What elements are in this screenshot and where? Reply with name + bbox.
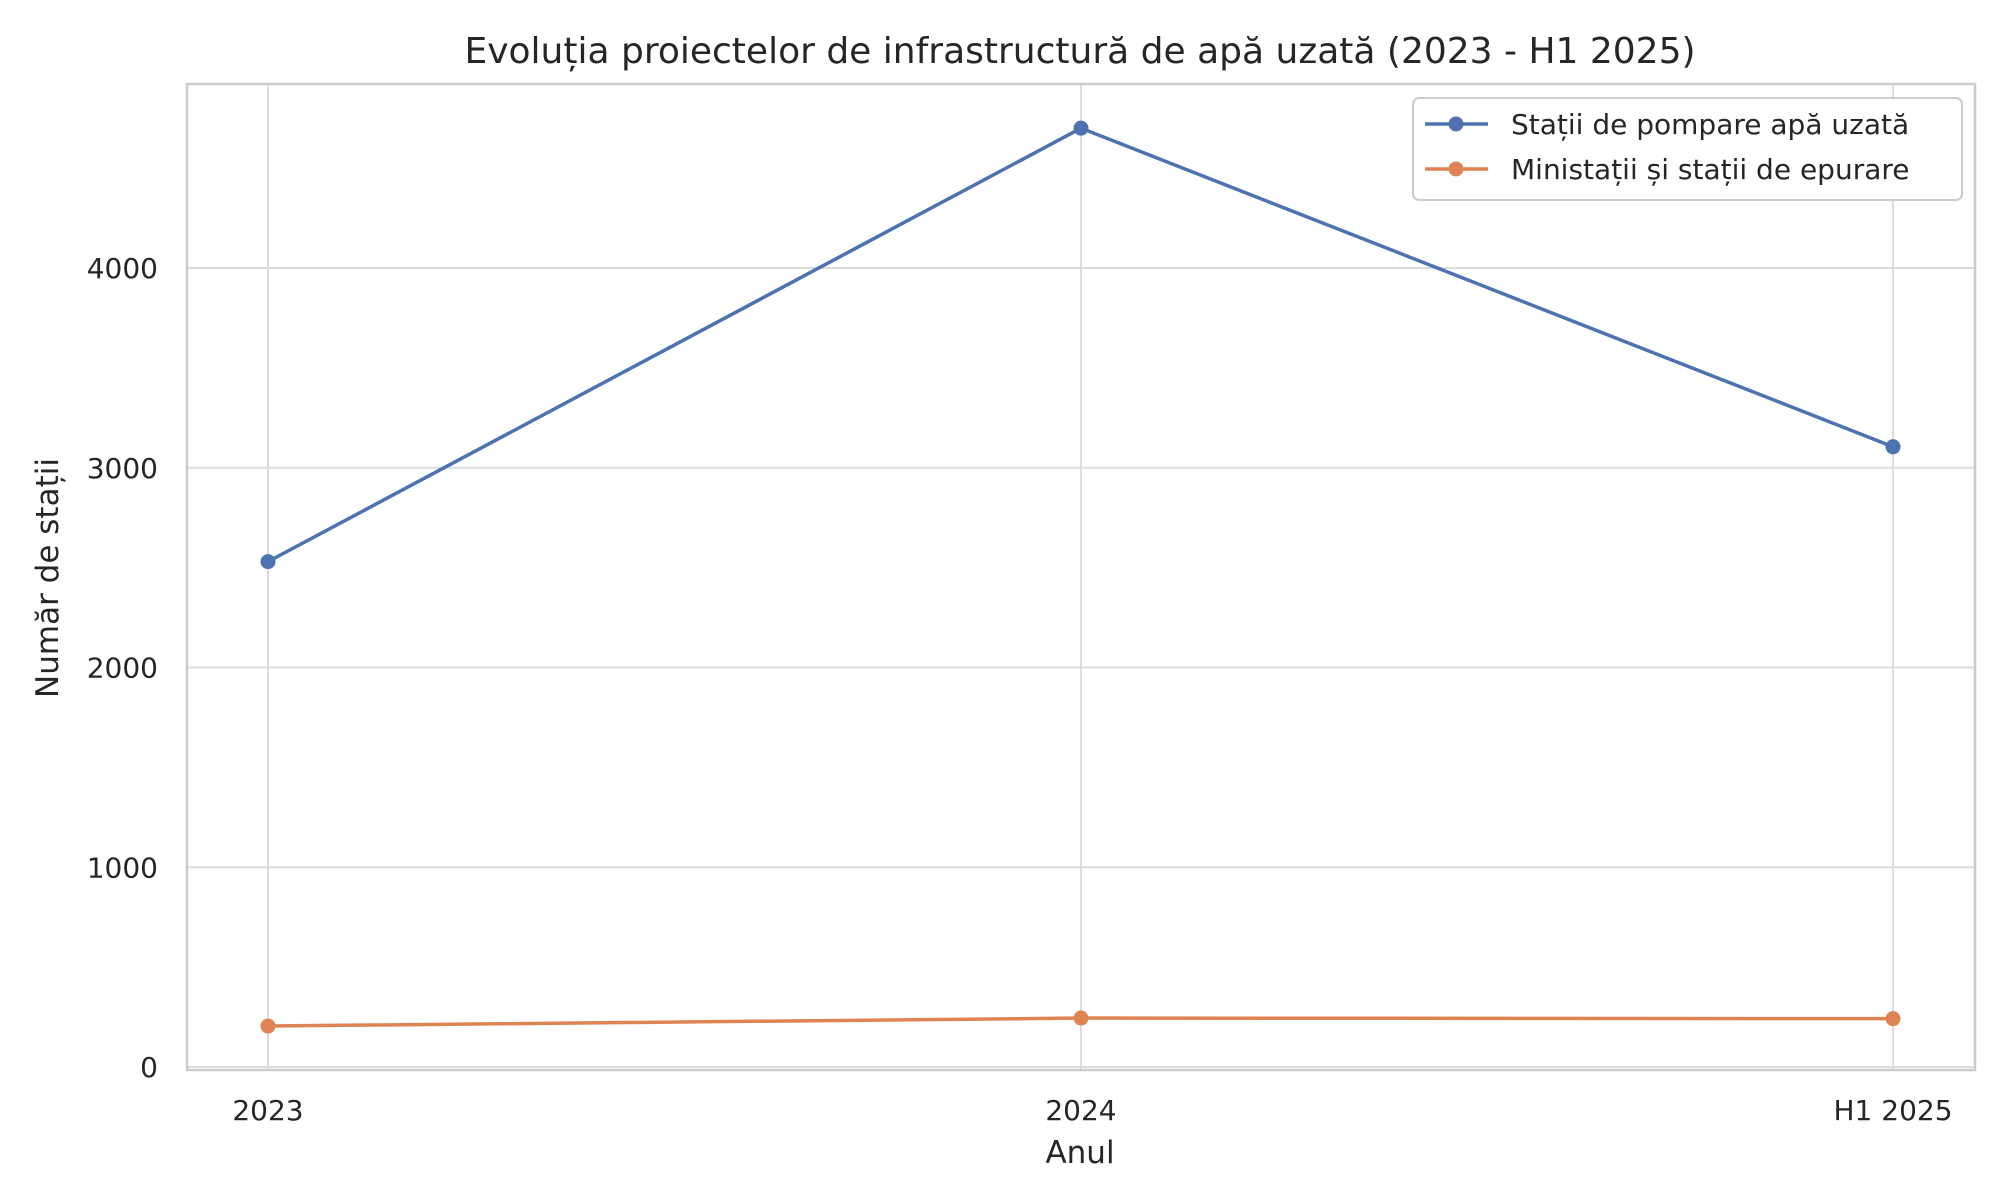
y-axis-ticks: 0 1000 2000 3000 4000	[87, 252, 158, 1084]
y-tick-label: 0	[140, 1051, 158, 1084]
legend-marker	[1448, 116, 1464, 132]
x-tick-label: H1 2025	[1833, 1094, 1952, 1127]
x-axis-ticks: 2023 2024 H1 2025	[232, 1094, 1952, 1127]
legend-label: Stații de pompare apă uzată	[1511, 108, 1909, 141]
chart-title: Evoluția proiectelor de infrastructură d…	[464, 31, 1695, 72]
data-point	[1073, 120, 1089, 136]
data-point	[1885, 1011, 1901, 1027]
y-tick-label: 1000	[87, 851, 158, 884]
plot-frame	[185, 82, 1977, 1072]
legend-item: Stații de pompare apă uzată	[1425, 108, 1909, 141]
data-point	[1073, 1010, 1089, 1026]
legend-item: Ministații și stații de epurare	[1425, 153, 1910, 186]
data-point	[1885, 439, 1901, 455]
x-tick-label: 2023	[232, 1094, 303, 1127]
x-axis-label: Anul	[1045, 1135, 1114, 1171]
series-1	[260, 120, 1901, 570]
x-tick-label: 2024	[1045, 1094, 1116, 1127]
legend-label: Ministații și stații de epurare	[1511, 153, 1910, 186]
data-point	[260, 554, 276, 570]
series-2	[260, 1010, 1901, 1034]
grid	[187, 84, 1975, 1070]
legend: Stații de pompare apă uzată Ministații și…	[1412, 97, 1963, 201]
y-tick-label: 4000	[87, 252, 158, 285]
data-point	[260, 1018, 276, 1034]
series-layer	[260, 120, 1901, 1034]
y-tick-label: 3000	[87, 452, 158, 485]
legend-marker	[1448, 161, 1464, 177]
legend-box	[1412, 97, 1963, 201]
y-axis-label: Număr de stații	[30, 458, 66, 698]
y-tick-label: 2000	[87, 652, 158, 685]
